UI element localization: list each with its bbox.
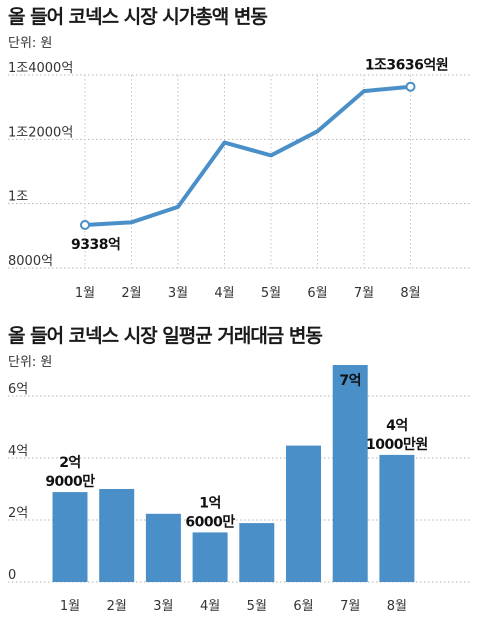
bar-x-tick-label-3: 4월 bbox=[200, 599, 220, 614]
bar-chart-title: 올 들어 코넥스 시장 일평균 거래대금 변동 bbox=[8, 325, 323, 347]
bar-0 bbox=[52, 492, 88, 582]
bar-data-label-3-1: 1000만원 bbox=[366, 437, 428, 453]
bar-3 bbox=[192, 532, 228, 582]
line-y-tick-label-1: 1조 bbox=[8, 190, 28, 205]
bar-chart-unit: 단위: 원 bbox=[8, 355, 53, 370]
line-chart-title: 올 들어 코넥스 시장 시가총액 변동 bbox=[8, 6, 268, 28]
bar-x-tick-label-4: 5월 bbox=[247, 599, 267, 614]
bar-y-tick-label-0: 0 bbox=[8, 568, 16, 583]
bar-x-tick-label-0: 1월 bbox=[60, 599, 80, 614]
bar-data-label-3-0: 4억 bbox=[386, 418, 408, 434]
bar-y-tick-label-2: 4억 bbox=[8, 444, 28, 459]
line-point-7 bbox=[405, 81, 416, 92]
line-y-tick-label-2: 1조2000억 bbox=[8, 125, 73, 140]
line-data-label-0: 9338억 bbox=[71, 237, 120, 253]
bar-x-tick-label-1: 2월 bbox=[107, 599, 127, 614]
line-y-tick-label-3: 1조4000억 bbox=[8, 61, 73, 76]
line-x-tick-label-4: 5월 bbox=[261, 286, 281, 301]
bar-data-label-1-1: 6000만 bbox=[185, 514, 235, 530]
bar-x-tick-label-5: 6월 bbox=[293, 599, 313, 614]
bar-6 bbox=[332, 365, 368, 582]
line-point-0 bbox=[80, 219, 90, 230]
bar-1 bbox=[99, 489, 135, 582]
line-series bbox=[83, 84, 413, 227]
bar-y-tick-label-3: 6억 bbox=[8, 382, 28, 397]
line-chart: 8000억 1조 1조2000억 1조4000억 1월 2월 3월 4월 5월 6월 7월 8월 933… bbox=[8, 58, 470, 301]
bar-7 bbox=[379, 454, 415, 582]
line-x-tick-label-5: 6월 bbox=[307, 286, 327, 301]
bar-data-label-2-0: 7억 bbox=[339, 373, 361, 389]
line-data-label-1: 1조3636억원 bbox=[365, 58, 448, 74]
bar-x-tick-label-2: 3월 bbox=[153, 599, 173, 614]
bar-5 bbox=[286, 445, 321, 582]
bar-4 bbox=[239, 523, 275, 582]
bar-x-tick-label-7: 8월 bbox=[387, 599, 407, 614]
line-x-tick-label-6: 7월 bbox=[354, 286, 374, 301]
bar-chart: 0 2억 4억 6억 1월 2월 3월 4월 5월 6월 7월 8월 2억 9000만 1억 6000만 7억 4… bbox=[8, 365, 470, 614]
bar-data-label-0-1: 9000만 bbox=[45, 474, 95, 490]
line-x-tick-label-3: 4월 bbox=[214, 286, 234, 301]
line-chart-unit: 단위: 원 bbox=[8, 36, 53, 51]
bar-2 bbox=[145, 513, 181, 582]
line-x-tick-label-1: 2월 bbox=[121, 286, 141, 301]
bar-data-label-0-0: 2억 bbox=[59, 455, 81, 471]
bar-x-tick-label-6: 7월 bbox=[340, 599, 360, 614]
line-x-tick-label-0: 1월 bbox=[75, 286, 95, 301]
bar-data-label-1-0: 1억 bbox=[199, 495, 221, 511]
line-x-tick-label-2: 3월 bbox=[168, 286, 188, 301]
bar-y-tick-label-1: 2억 bbox=[8, 506, 28, 521]
line-y-tick-label-0: 8000억 bbox=[8, 254, 53, 269]
line-x-tick-label-7: 8월 bbox=[400, 286, 420, 301]
